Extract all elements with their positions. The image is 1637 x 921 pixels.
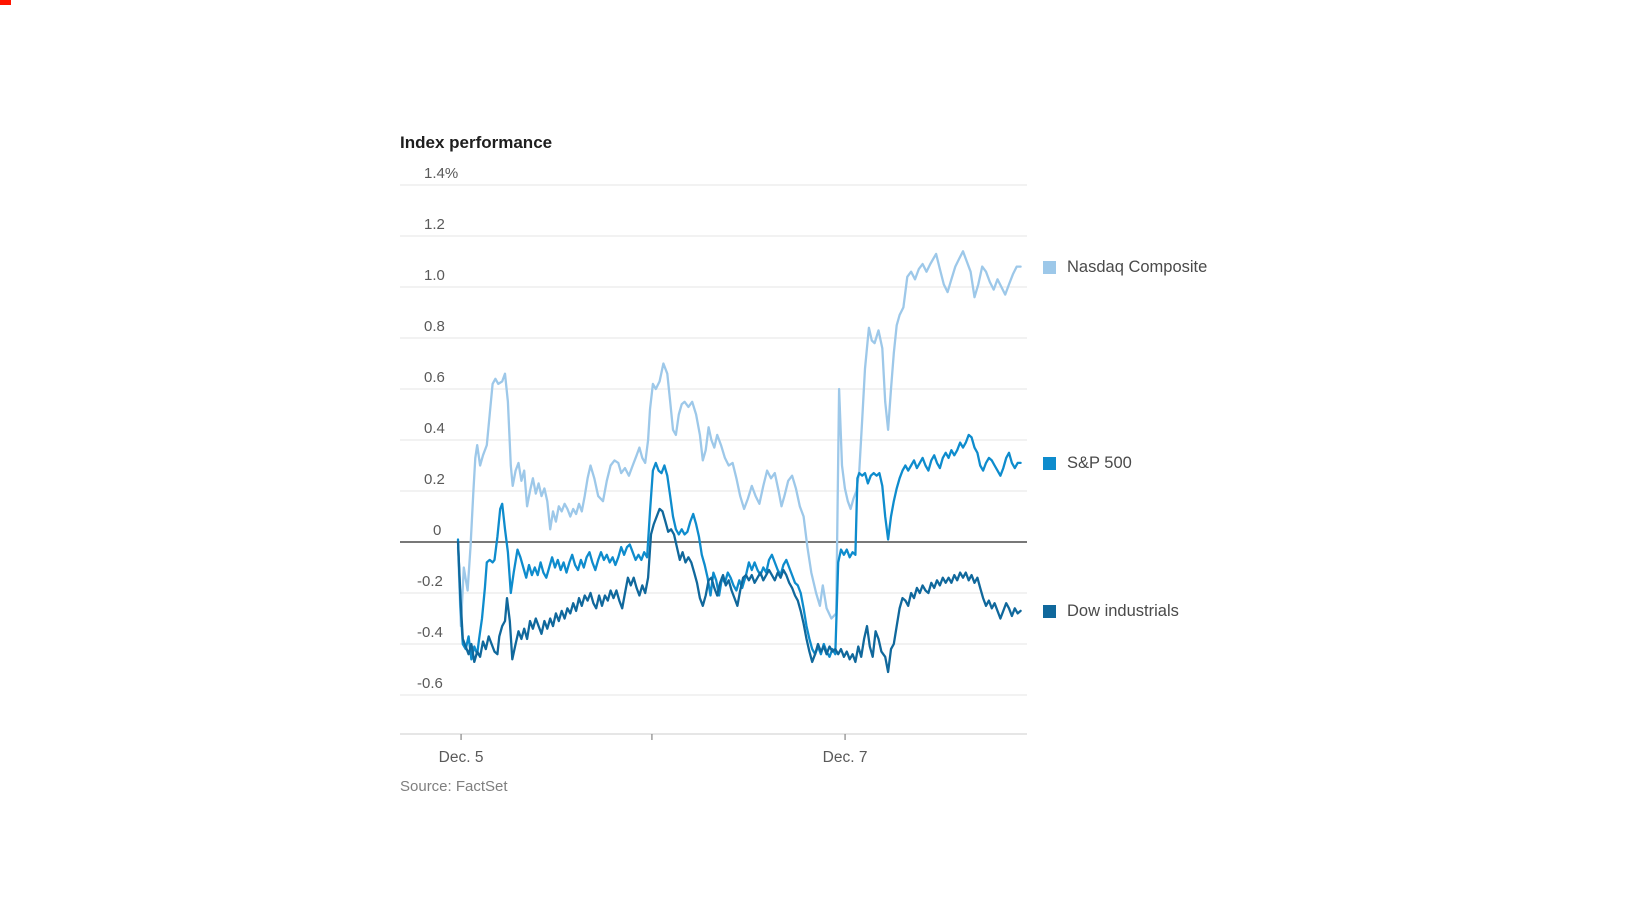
nasdaq-legend-swatch-icon bbox=[1043, 260, 1056, 274]
y-axis-tick-label: -0.6 bbox=[417, 675, 443, 692]
y-axis-tick-label: -0.4 bbox=[417, 624, 443, 641]
red-corner-artifact bbox=[0, 0, 11, 5]
x-axis-tick-label: Dec. 5 bbox=[439, 749, 484, 766]
y-axis-tick-label: 0.6 bbox=[424, 369, 445, 386]
legend-label-sp500: S&P 500 bbox=[1067, 453, 1132, 472]
series-line-dow-industrials bbox=[456, 507, 1022, 674]
series-line-s-p-500 bbox=[456, 433, 1022, 661]
sp500-legend-swatch-icon bbox=[1043, 456, 1056, 470]
y-axis-tick-label: 1.0 bbox=[424, 267, 445, 284]
legend-label-dow: Dow industrials bbox=[1067, 601, 1179, 620]
y-axis-tick-label: 0 bbox=[433, 522, 441, 539]
legend-item-dow: Dow industrials bbox=[1043, 601, 1179, 621]
y-axis-tick-label: 1.2 bbox=[424, 216, 445, 233]
series-line-nasdaq-composite bbox=[456, 250, 1022, 628]
y-axis-tick-label: 0.8 bbox=[424, 318, 445, 335]
y-axis-tick-label: 0.4 bbox=[424, 420, 445, 437]
legend-item-nasdaq: Nasdaq Composite bbox=[1043, 257, 1207, 277]
source-note: Source: FactSet bbox=[400, 778, 508, 795]
legend-label-nasdaq: Nasdaq Composite bbox=[1067, 257, 1208, 276]
y-axis-tick-label: 0.2 bbox=[424, 471, 445, 488]
legend-item-sp500: S&P 500 bbox=[1043, 453, 1132, 473]
x-axis-tick-label: Dec. 7 bbox=[823, 749, 868, 766]
chart-title: Index performance bbox=[400, 133, 553, 153]
y-axis-tick-label: 1.4% bbox=[424, 165, 458, 182]
y-axis-tick-label: -0.2 bbox=[417, 573, 443, 590]
dow-legend-swatch-icon bbox=[1043, 604, 1056, 618]
